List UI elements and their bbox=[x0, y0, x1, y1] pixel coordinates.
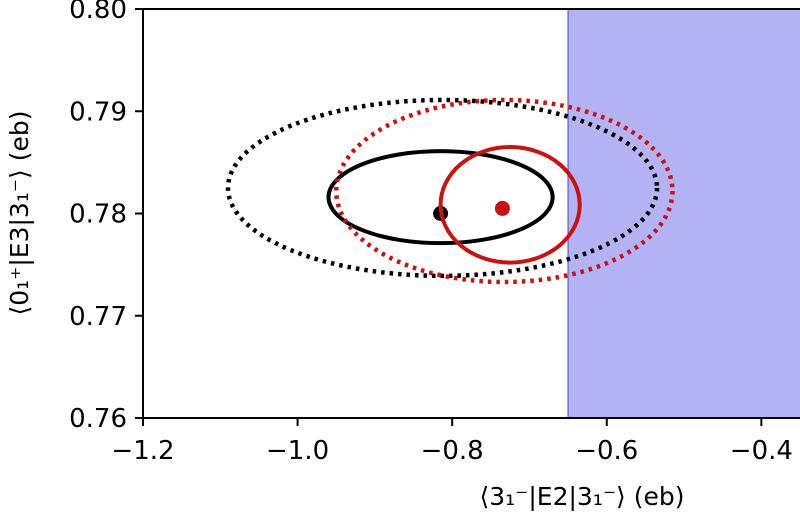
series-1-ellipse-solid bbox=[438, 145, 582, 265]
series-1-ellipse-dotted bbox=[333, 97, 675, 285]
y-tick-label: 0.78 bbox=[69, 200, 127, 230]
series-0-ellipse-solid bbox=[326, 149, 555, 246]
x-tick-label: −1.0 bbox=[266, 436, 329, 466]
y-axis-label: ⟨0₁⁺|E3|3₁⁻⟩ (eb) bbox=[5, 110, 34, 315]
x-axis-label: ⟨3₁⁻|E2|3₁⁻⟩ (eb) bbox=[479, 482, 684, 511]
x-tick-label: −0.8 bbox=[421, 436, 484, 466]
series-0-ellipse-dotted bbox=[225, 97, 660, 279]
y-tick-label: 0.80 bbox=[69, 0, 127, 25]
y-tick-label: 0.79 bbox=[69, 97, 127, 127]
shaded-region bbox=[568, 9, 800, 418]
x-tick-label: −1.2 bbox=[111, 436, 174, 466]
x-tick-label: −0.4 bbox=[730, 436, 793, 466]
y-tick-label: 0.76 bbox=[69, 404, 127, 434]
series-1-center-point bbox=[494, 200, 510, 216]
y-tick-label: 0.77 bbox=[69, 302, 127, 332]
x-tick-label: −0.6 bbox=[575, 436, 638, 466]
